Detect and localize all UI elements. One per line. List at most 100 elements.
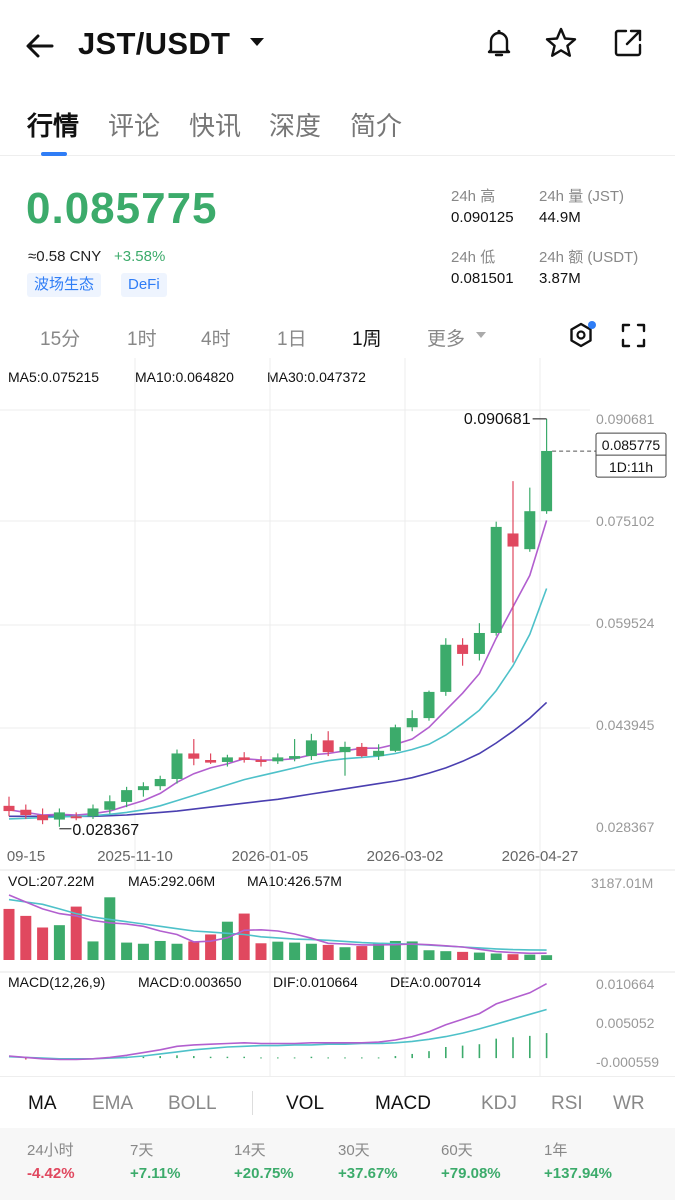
period-1d[interactable]: 1日 <box>277 329 307 350</box>
volume-24h-value: 44.9M <box>539 209 581 226</box>
macd-histogram-bar <box>142 1056 145 1059</box>
price-change: +3.58% <box>114 248 166 265</box>
caret-down-icon[interactable] <box>250 38 264 46</box>
trading-pair-title[interactable]: JST/USDT <box>78 26 231 61</box>
macd-y-tick-label: 0.005052 <box>596 1015 655 1031</box>
macd-histogram-bar <box>461 1045 464 1059</box>
candle-body <box>255 759 267 762</box>
star-icon[interactable] <box>544 26 578 60</box>
candle-body <box>171 753 183 779</box>
volume-bar <box>356 946 368 960</box>
period-selector: 15分 1时 4时 1日 1周 更多 <box>0 312 675 358</box>
candle-body <box>221 757 233 762</box>
tag-defi[interactable]: DeFi <box>121 273 167 297</box>
amount-24h-value: 3.87M <box>539 270 581 287</box>
macd-histogram-bar <box>226 1056 229 1059</box>
volume-bar <box>457 951 469 960</box>
price-chart[interactable]: 0.085775 1D:11h 0.090681 0.028367 0.090681 0.… <box>0 358 675 1078</box>
indicator-ma[interactable]: MA <box>28 1093 57 1114</box>
tab-intro[interactable]: 简介 <box>350 111 403 141</box>
perf-label-14d: 14天 <box>234 1142 266 1159</box>
volume-bar <box>289 942 301 960</box>
volume-bar <box>389 940 401 960</box>
volume-bar <box>171 943 183 960</box>
perf-value-7d: +7.11% <box>130 1165 181 1182</box>
back-arrow-icon[interactable] <box>22 28 58 64</box>
period-more[interactable]: 更多 <box>427 329 466 350</box>
y-tick-label: 0.075102 <box>596 513 655 529</box>
ma30-legend: MA30:0.047372 <box>267 369 366 385</box>
indicator-boll[interactable]: BOLL <box>168 1093 217 1114</box>
tab-news[interactable]: 快讯 <box>189 111 242 141</box>
macd-histogram-bar <box>243 1056 245 1059</box>
ma30-line <box>9 701 548 818</box>
candle-body <box>104 801 116 810</box>
volume-bar <box>221 921 233 960</box>
volume-bar <box>524 954 536 960</box>
candle-body <box>37 814 49 821</box>
candle-body <box>205 759 217 763</box>
ma5-legend: MA5:0.075215 <box>8 369 100 385</box>
tab-depth[interactable]: 深度 <box>269 111 322 141</box>
period-1w[interactable]: 1周 <box>352 329 382 350</box>
candle-body <box>20 809 32 815</box>
indicator-macd[interactable]: MACD <box>375 1093 431 1114</box>
volume-bar <box>406 941 418 960</box>
volume-bar <box>205 934 217 960</box>
macd-histogram-bar <box>377 1057 380 1059</box>
perf-value-30d: +37.67% <box>338 1165 398 1182</box>
share-icon[interactable] <box>611 26 645 60</box>
indicator-wr[interactable]: WR <box>613 1093 645 1114</box>
volume-bar <box>238 913 250 960</box>
fullscreen-icon[interactable] <box>620 322 647 349</box>
macd-histogram-bar <box>209 1056 212 1059</box>
volume-bar <box>70 906 82 960</box>
macd-histogram-bar <box>193 1056 195 1059</box>
macd-histogram-bar <box>293 1057 296 1059</box>
volume-bar <box>305 943 317 960</box>
candle-body <box>356 746 368 757</box>
macd-title-legend: MACD(12,26,9) <box>8 974 106 990</box>
volume-ma5-legend: MA5:292.06M <box>128 873 216 889</box>
indicator-kdj[interactable]: KDJ <box>481 1093 517 1114</box>
indicator-vol[interactable]: VOL <box>286 1093 325 1114</box>
volume-bar <box>440 951 452 960</box>
macd-legend: MACD:0.003650 <box>138 974 242 990</box>
macd-histogram-bar <box>159 1056 161 1059</box>
chart-grid <box>0 358 675 1076</box>
period-15m[interactable]: 15分 <box>40 329 81 350</box>
indicator-rsi[interactable]: RSI <box>551 1093 583 1114</box>
x-tick-label: 2026-03-02 <box>367 848 444 865</box>
ma10-line <box>8 588 548 820</box>
macd-histogram-bar <box>344 1057 346 1059</box>
x-tick-label: 2025-11-10 <box>97 848 173 865</box>
volume-bar <box>255 943 267 960</box>
tab-comments[interactable]: 评论 <box>108 111 161 141</box>
macd-y-tick-label: 0.010664 <box>596 976 655 992</box>
candle-body <box>154 778 166 787</box>
candle-body <box>406 718 418 728</box>
macd-y-tick-label: -0.000559 <box>596 1054 659 1070</box>
tab-market[interactable]: 行情 <box>27 111 80 141</box>
candle-body <box>188 753 200 759</box>
perf-label-60d: 60天 <box>441 1142 473 1159</box>
settings-hexagon-icon[interactable] <box>566 320 596 350</box>
period-1h[interactable]: 1时 <box>127 329 157 350</box>
candle-body <box>423 691 435 719</box>
volume-bar <box>272 941 284 960</box>
macd-histogram-bar <box>260 1057 262 1059</box>
candle-body <box>137 786 149 791</box>
bell-icon[interactable] <box>482 26 516 60</box>
period-4h[interactable]: 4时 <box>201 329 231 350</box>
candle-body <box>541 450 553 512</box>
perf-value-14d: +20.75% <box>234 1165 294 1182</box>
perf-value-60d: +79.08% <box>441 1165 501 1182</box>
x-tick-label: 2026-04-27 <box>502 848 579 865</box>
candles <box>3 418 553 827</box>
volume-bar <box>3 908 15 960</box>
candle-body <box>121 790 133 802</box>
indicator-ema[interactable]: EMA <box>92 1093 134 1114</box>
tag-tron-ecosystem[interactable]: 波场生态 <box>27 273 102 297</box>
high-24h-label: 24h 高 <box>451 188 496 205</box>
y-tick-label: 0.090681 <box>596 411 655 427</box>
